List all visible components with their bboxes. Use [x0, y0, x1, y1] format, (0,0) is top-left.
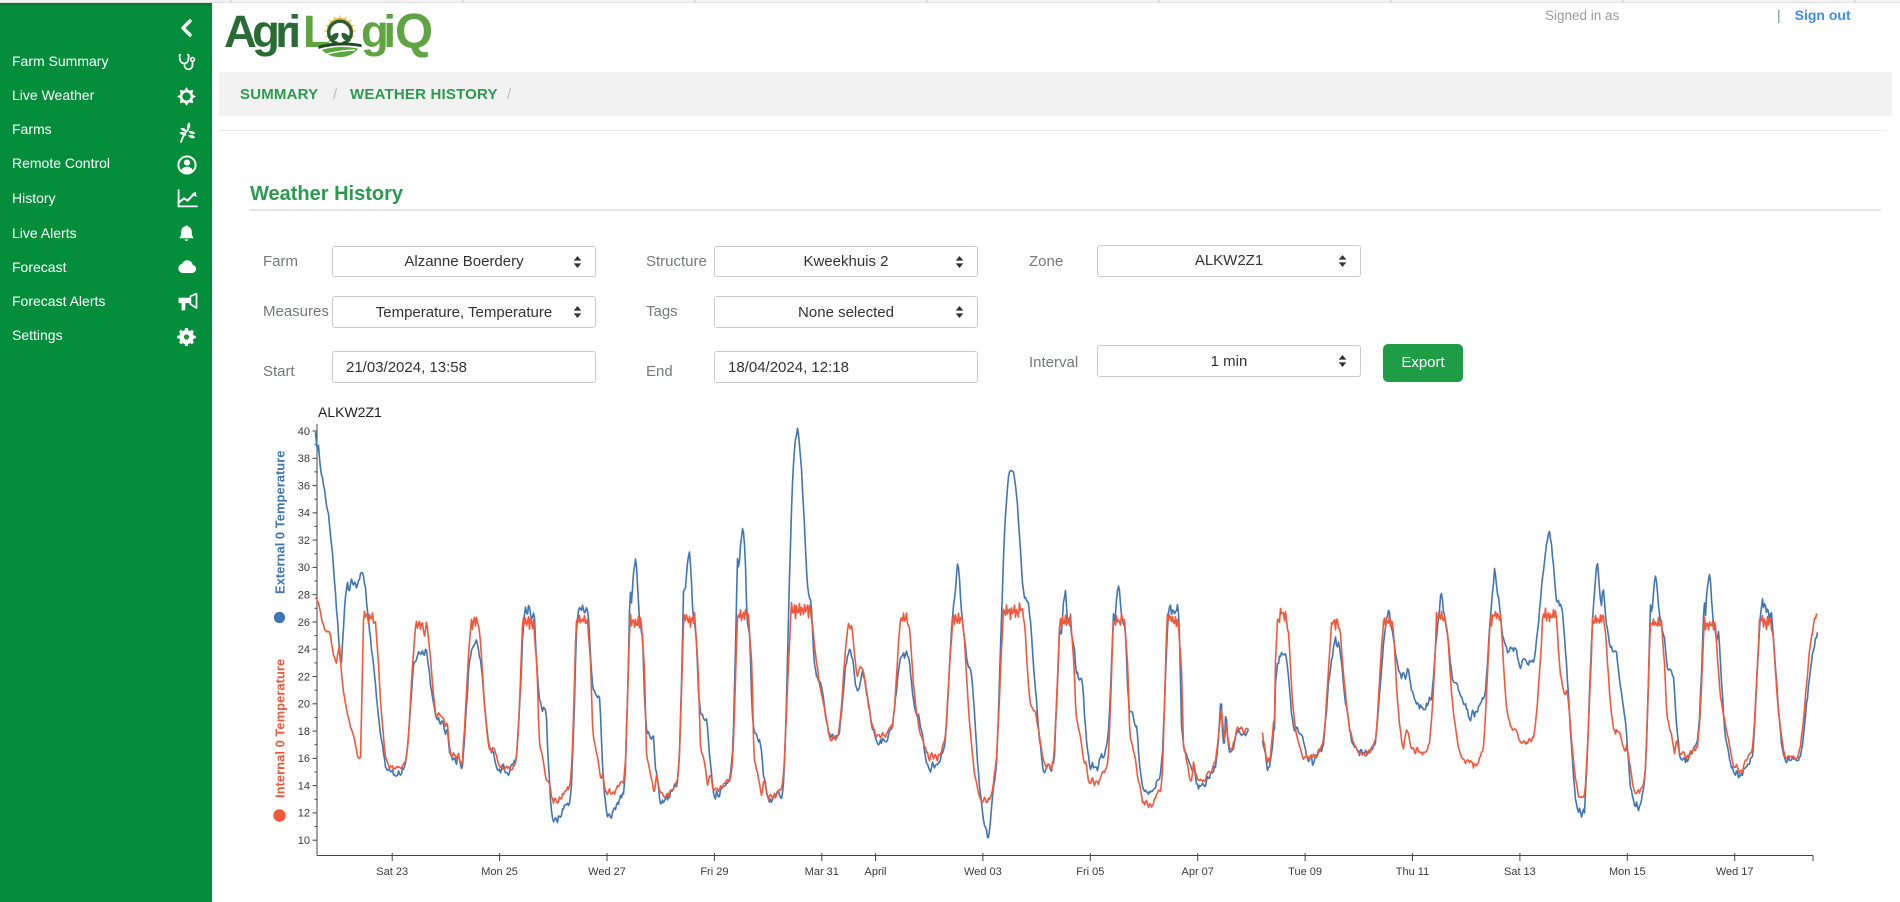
svg-text:ALKW2Z1: ALKW2Z1	[318, 404, 382, 420]
svg-text:12: 12	[298, 808, 310, 820]
svg-text:Wed 03: Wed 03	[964, 866, 1002, 878]
svg-text:20: 20	[298, 699, 310, 711]
svg-text:External 0 Temperature: External 0 Temperature	[273, 450, 288, 594]
svg-text:Internal 0 Temperature: Internal 0 Temperature	[273, 659, 288, 798]
svg-text:14: 14	[298, 780, 310, 792]
svg-text:30: 30	[298, 562, 310, 574]
svg-text:24: 24	[298, 644, 310, 656]
svg-text:Mon 15: Mon 15	[1609, 866, 1646, 878]
svg-text:Mon 25: Mon 25	[481, 866, 518, 878]
svg-text:Apr 07: Apr 07	[1181, 866, 1213, 878]
svg-text:Wed 17: Wed 17	[1716, 866, 1754, 878]
svg-text:Sat 13: Sat 13	[1504, 866, 1536, 878]
svg-text:gi: gi	[361, 6, 396, 57]
svg-text:Sat 23: Sat 23	[376, 866, 408, 878]
svg-text:28: 28	[298, 590, 310, 602]
svg-text:26: 26	[298, 617, 310, 629]
svg-text:16: 16	[298, 753, 310, 765]
svg-text:Mar 31: Mar 31	[805, 866, 839, 878]
svg-text:Q: Q	[395, 5, 433, 59]
svg-text:38: 38	[298, 453, 310, 465]
svg-text:22: 22	[298, 671, 310, 683]
svg-text:32: 32	[298, 535, 310, 547]
svg-text:April: April	[864, 866, 886, 878]
svg-text:Fri 05: Fri 05	[1076, 866, 1104, 878]
svg-text:36: 36	[298, 480, 310, 492]
svg-text:Wed 27: Wed 27	[588, 866, 626, 878]
svg-text:Agri: Agri	[224, 6, 301, 57]
svg-text:Tue 09: Tue 09	[1288, 866, 1322, 878]
svg-text:10: 10	[298, 835, 310, 847]
svg-text:40: 40	[298, 426, 310, 438]
svg-text:34: 34	[298, 508, 310, 520]
svg-text:Fri 29: Fri 29	[700, 866, 728, 878]
svg-text:Thu 11: Thu 11	[1396, 866, 1429, 878]
svg-text:18: 18	[298, 726, 310, 738]
